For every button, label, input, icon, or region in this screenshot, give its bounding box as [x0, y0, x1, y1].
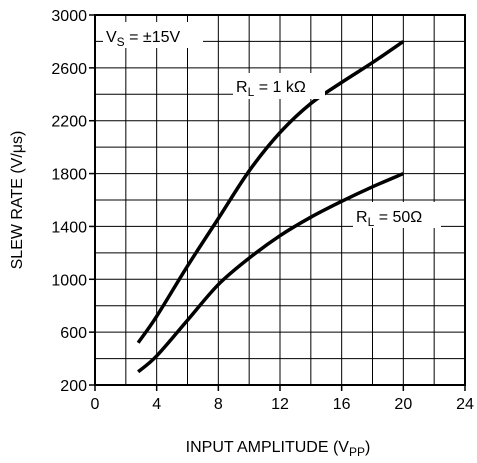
y-tick-label: 200: [60, 378, 87, 395]
y-tick-label: 1800: [51, 167, 87, 184]
series-line-1k: [136, 39, 405, 344]
series-50-main: R: [356, 209, 368, 226]
x-axis-title-sub: PP: [349, 445, 365, 459]
x-tick-label: 12: [271, 396, 289, 413]
series-label-1k: RL = 1 kΩ: [233, 73, 325, 99]
y-tick-label: 2200: [51, 114, 87, 131]
x-axis-title-close: ): [365, 439, 370, 456]
y-tick-label: 3000: [51, 8, 87, 25]
x-tick-label: 20: [394, 396, 412, 413]
annotation-sub: S: [117, 35, 125, 49]
grid: [95, 15, 465, 385]
series-50-rest: = 50Ω: [374, 209, 422, 226]
y-tick-labels: 200 600 1000 1400 1800 2200 2600 3000: [51, 8, 95, 395]
curves: [136, 39, 405, 374]
svg-text:VS = ±15V: VS = ±15V: [106, 29, 181, 49]
svg-text:RL = 1 kΩ: RL = 1 kΩ: [236, 79, 306, 99]
x-tick-label: 16: [333, 396, 351, 413]
x-axis-title: INPUT AMPLITUDE (VPP): [186, 439, 371, 459]
y-axis-title: SLEW RATE (V/μs): [9, 131, 26, 270]
series-line-50: [137, 171, 405, 374]
y-tick-label: 2600: [51, 61, 87, 78]
x-tick-label: 8: [214, 396, 223, 413]
annotation-rest: = ±15V: [125, 29, 181, 46]
y-tick-label: 1400: [51, 219, 87, 236]
series-1k-rest: = 1 kΩ: [254, 79, 306, 96]
series-label-50: RL = 50Ω: [353, 202, 441, 229]
x-tick-labels: 0 4 8 12 16 20 24: [91, 385, 474, 413]
series-1k-sub: L: [248, 85, 255, 99]
series-1k-main: R: [236, 79, 248, 96]
x-axis-title-main: INPUT AMPLITUDE (V: [186, 439, 350, 456]
y-tick-label: 1000: [51, 272, 87, 289]
x-tick-label: 24: [456, 396, 474, 413]
supply-voltage-annotation: VS = ±15V: [103, 22, 203, 49]
svg-text:RL = 50Ω: RL = 50Ω: [356, 209, 422, 229]
x-tick-label: 4: [152, 396, 161, 413]
y-tick-label: 600: [60, 325, 87, 342]
x-tick-label: 0: [91, 396, 100, 413]
series-50-sub: L: [368, 215, 375, 229]
annotation-main: V: [106, 29, 117, 46]
